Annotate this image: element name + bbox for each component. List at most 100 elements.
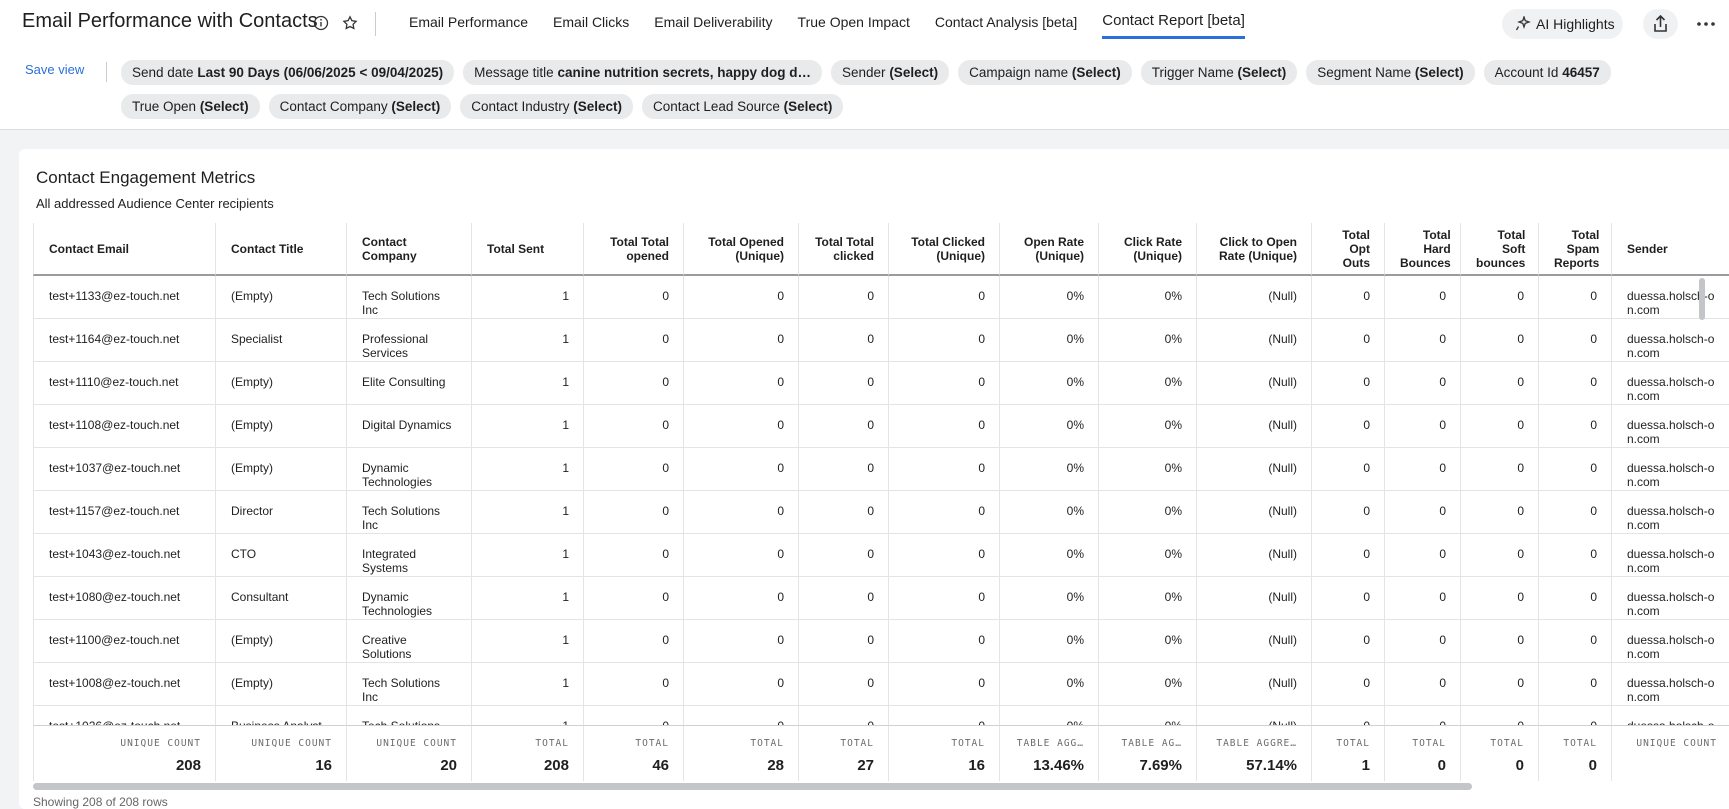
cell: 0	[888, 448, 999, 491]
table-body: test+1133@ez-touch.net (Empty) Tech Soluti…	[33, 276, 1729, 725]
column-header[interactable]: Contact Title	[215, 223, 346, 276]
column-header[interactable]: Click to Open Rate (Unique)	[1196, 223, 1311, 276]
cell: 0	[888, 706, 999, 725]
cell: 0	[1311, 448, 1384, 491]
column-header[interactable]: Contact Email	[33, 223, 215, 276]
cell: 0%	[1098, 405, 1196, 448]
cell: 0	[1311, 706, 1384, 725]
cell: Director	[215, 491, 346, 534]
header-text: Contact Title	[231, 241, 304, 256]
cell: Dynamic Technologies	[346, 448, 471, 491]
filter-chip[interactable]: Account Id 46457	[1483, 60, 1611, 85]
cell: 0%	[999, 706, 1098, 725]
cell: 0	[1460, 362, 1538, 405]
filter-label: Sender	[842, 65, 886, 80]
column-header[interactable]: Total Clicked (Unique)	[888, 223, 999, 276]
more-button[interactable]	[1695, 14, 1717, 34]
cell: 0%	[999, 620, 1098, 663]
aggregate-value: 7.69%	[1139, 757, 1182, 774]
aggregate-value: 208	[175, 757, 201, 774]
cell: 0	[1460, 319, 1538, 362]
cell: 0	[583, 319, 683, 362]
cell: duessa.holsch-on.com	[1611, 620, 1729, 663]
header-text: Sender	[1627, 241, 1668, 256]
column-header[interactable]: Total Sent	[471, 223, 583, 276]
filter-chip[interactable]: Contact Lead Source (Select)	[642, 94, 844, 119]
share-button[interactable]	[1643, 9, 1678, 39]
tab[interactable]: Email Deliverability	[654, 14, 773, 30]
column-header[interactable]: Open Rate (Unique)	[999, 223, 1098, 276]
footer-cell: TOTAL 208	[471, 725, 583, 781]
cell: Tech Solutions Inc	[346, 491, 471, 534]
vertical-scrollbar[interactable]	[1699, 278, 1705, 320]
cell: 0	[1311, 534, 1384, 577]
cell: 0	[1384, 706, 1460, 725]
cell: 0	[798, 491, 888, 534]
horizontal-scrollbar[interactable]	[33, 783, 1472, 790]
cell: 0	[798, 620, 888, 663]
share-icon	[1654, 14, 1667, 32]
column-header[interactable]: Total Soft bounces	[1460, 223, 1538, 276]
header-text: Click Rate (Unique)	[1123, 234, 1182, 263]
filter-chip[interactable]: Message title canine nutrition secrets, …	[463, 60, 822, 85]
cell: 1	[471, 663, 583, 706]
cell: 0	[1311, 577, 1384, 620]
cell: (Empty)	[215, 362, 346, 405]
aggregate-value: 1	[1361, 757, 1370, 774]
filter-chip[interactable]: Contact Industry (Select)	[460, 94, 634, 119]
filter-chip[interactable]: Sender (Select)	[831, 60, 950, 85]
info-icon[interactable]	[313, 15, 329, 31]
tab[interactable]: Contact Analysis [beta]	[934, 14, 1078, 30]
ai-highlights-button[interactable]: AI Highlights	[1502, 9, 1623, 39]
column-header[interactable]: Total Total clicked	[798, 223, 888, 276]
cell: 0	[683, 276, 798, 319]
filter-chip[interactable]: Campaign name (Select)	[958, 60, 1132, 85]
filter-chip[interactable]: Trigger Name (Select)	[1140, 60, 1298, 85]
filter-chip[interactable]: Contact Company (Select)	[268, 94, 452, 119]
header-text: Total Total clicked	[815, 234, 874, 263]
cell: 0	[1384, 534, 1460, 577]
tab[interactable]: Email Performance	[409, 14, 529, 30]
row-count: Showing 208 of 208 rows	[33, 795, 168, 809]
aggregate-value: 16	[315, 757, 332, 774]
cell: Dynamic Technologies	[346, 577, 471, 620]
cell: 0	[1311, 405, 1384, 448]
filter-chip[interactable]: Segment Name (Select)	[1306, 60, 1475, 85]
cell: 1	[471, 276, 583, 319]
cell: 0	[1460, 276, 1538, 319]
top-bar: Email Performance with Contacts Email Pe…	[0, 0, 1729, 130]
column-header[interactable]: Total Hard Bounces	[1384, 223, 1460, 276]
cell: 1	[471, 405, 583, 448]
footer-cell: TOTAL 0	[1460, 725, 1538, 781]
save-view-link[interactable]: Save view	[25, 62, 85, 77]
column-header[interactable]: Total Total opened	[583, 223, 683, 276]
tab[interactable]: Email Clicks	[553, 14, 630, 30]
cell: Professional Services	[346, 319, 471, 362]
filter-chip[interactable]: True Open (Select)	[121, 94, 260, 119]
filter-value: (Select)	[391, 99, 441, 114]
aggregate-label: TABLE AGG…	[1016, 738, 1084, 749]
column-header[interactable]: Total Opt Outs	[1311, 223, 1384, 276]
column-header[interactable]: Total Opened (Unique)	[683, 223, 798, 276]
column-header[interactable]: Contact Company	[346, 223, 471, 276]
tab[interactable]: Contact Report [beta]	[1102, 12, 1245, 39]
cell: test+1008@ez-touch.net	[33, 663, 215, 706]
cell: 0%	[999, 362, 1098, 405]
column-header[interactable]: Sender	[1611, 223, 1729, 276]
cell: test+1108@ez-touch.net	[33, 405, 215, 448]
cell: 0	[1311, 362, 1384, 405]
footer-cell: TOTAL 46	[583, 725, 683, 781]
footer-cell: UNIQUE COUNT 16	[215, 725, 346, 781]
cell: 0%	[1098, 362, 1196, 405]
column-header[interactable]: Click Rate (Unique)	[1098, 223, 1196, 276]
cell: (Empty)	[215, 405, 346, 448]
cell: 0	[798, 577, 888, 620]
tab[interactable]: True Open Impact	[797, 14, 910, 30]
cell: 0	[1460, 620, 1538, 663]
column-header[interactable]: Total Spam Reports	[1538, 223, 1611, 276]
filter-chip[interactable]: Send date Last 90 Days (06/06/2025 < 09/…	[121, 60, 455, 85]
header-text: Total Opened (Unique)	[708, 234, 784, 263]
favorite-icon[interactable]	[342, 15, 358, 31]
cell: 0	[1384, 663, 1460, 706]
cell: 0	[1311, 276, 1384, 319]
